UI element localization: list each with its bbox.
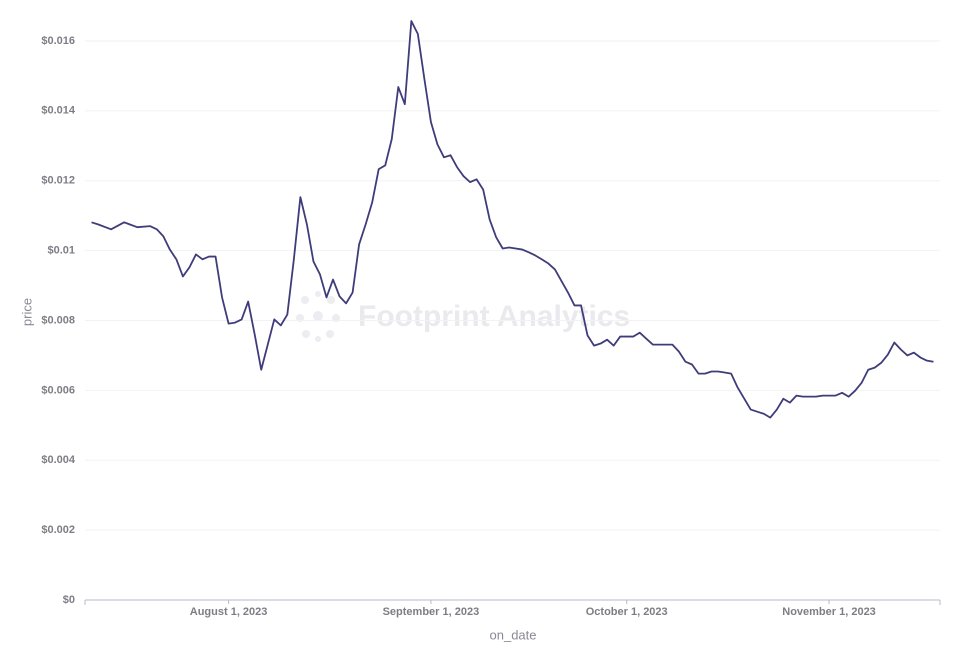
y-tick-label: $0.012: [41, 175, 75, 187]
x-axis-title: on_date: [490, 627, 537, 642]
x-tick-label: August 1, 2023: [190, 606, 268, 618]
watermark-icon: [296, 291, 340, 342]
x-tick-label: September 1, 2023: [383, 606, 480, 618]
y-tick-label: $0.014: [41, 105, 76, 117]
y-tick-label: $0: [63, 594, 75, 606]
y-axis-title: price: [19, 298, 34, 326]
x-tick-label: November 1, 2023: [782, 606, 876, 618]
price-line: [91, 20, 934, 419]
x-tick-label: October 1, 2023: [586, 606, 668, 618]
y-tick-label: $0.016: [41, 35, 75, 47]
y-tick-label: $0.004: [41, 454, 76, 466]
y-tick-label: $0.002: [41, 524, 75, 536]
y-tick-label: $0.01: [47, 245, 75, 257]
y-tick-label: $0.006: [41, 384, 75, 396]
y-tick-label: $0.008: [41, 314, 75, 326]
watermark: Footprint Analytics: [358, 300, 630, 333]
